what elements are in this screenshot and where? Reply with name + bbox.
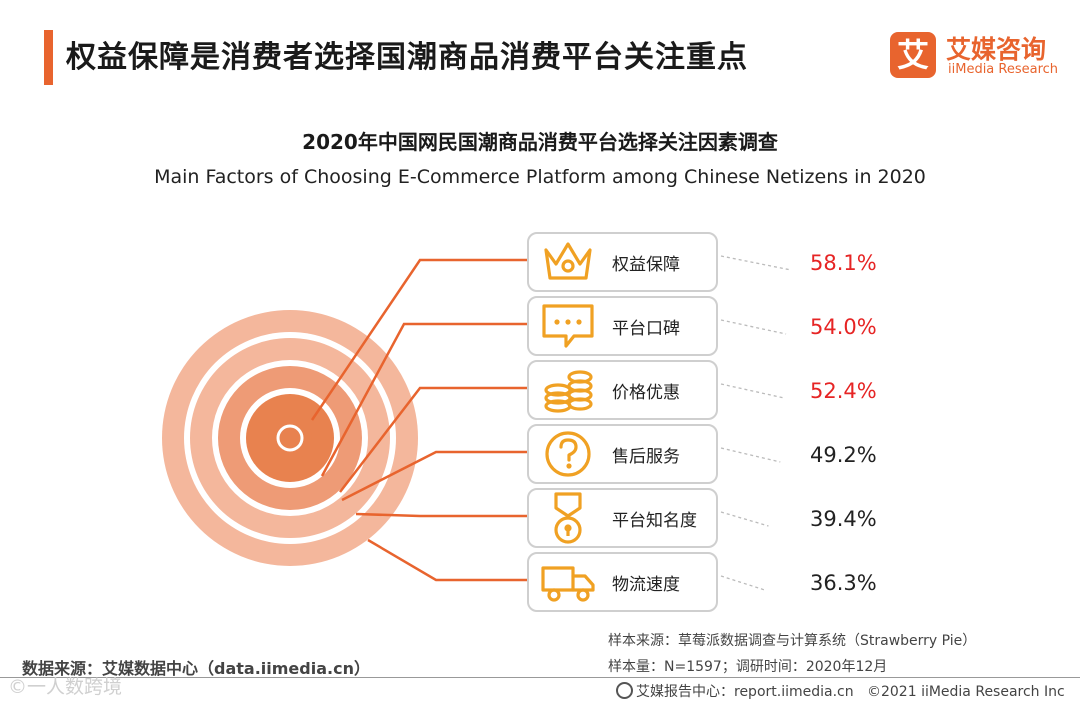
leader-line — [720, 575, 765, 591]
crown-icon — [544, 242, 592, 280]
value-label: 49.2% — [810, 443, 877, 467]
factor-label: 平台口碑 — [612, 319, 680, 339]
dot-2 — [576, 319, 582, 325]
factor-row-0: 权益保障 58.1% — [310, 232, 877, 421]
question-dot — [566, 463, 572, 469]
factor-box — [527, 424, 718, 484]
leader-line — [720, 255, 792, 271]
dot-0 — [554, 319, 560, 325]
medal-ribbon — [554, 492, 582, 518]
value-label: 36.3% — [810, 571, 877, 595]
medal-keyhole-stem — [566, 528, 570, 536]
factor-label: 权益保障 — [612, 255, 680, 275]
factor-row-2: 价格优惠 52.4% — [339, 360, 877, 493]
connector-line — [367, 538, 528, 582]
factor-box — [527, 552, 718, 612]
factor-row-3: 售后服务 49.2% — [341, 424, 877, 502]
sample-size: 样本量：N=1597；调研时间：2020年12月 — [608, 659, 888, 675]
globe-icon — [616, 682, 633, 699]
medal-disc — [554, 516, 582, 544]
connector-line — [355, 512, 528, 518]
connector-line — [310, 258, 528, 421]
factor-row-5: 物流速度 36.3% — [367, 538, 877, 612]
crown-gem — [561, 259, 575, 273]
leader-line — [720, 383, 785, 399]
value-label: 39.4% — [810, 507, 877, 531]
leader-line — [720, 511, 769, 527]
value-label: 54.0% — [810, 315, 877, 339]
coin-right-3 — [567, 370, 593, 384]
bullseye — [276, 424, 304, 452]
logo-mark: 艾 — [890, 32, 936, 78]
question-ring — [545, 431, 591, 477]
leader-line — [720, 447, 781, 463]
iimedia-logo: 艾 艾媒咨询 iiMedia Research — [886, 28, 1076, 84]
factor-label: 物流速度 — [612, 575, 680, 595]
report-site: 艾媒报告中心：report.iimedia.cn — [636, 684, 854, 700]
factor-row-4: 平台知名度 39.4% — [355, 488, 877, 548]
watermark: ©一人数跨境 — [8, 676, 123, 698]
crown-shape — [544, 242, 592, 280]
truck-wheel-front — [576, 588, 590, 602]
chart-title: 2020年中国网民国潮商品消费平台选择关注因素调查 — [302, 130, 778, 154]
page-title: 权益保障是消费者选择国潮商品消费平台关注重点 — [66, 40, 748, 75]
title-accent-bar — [44, 30, 53, 85]
logo-chinese-name: 艾媒咨询 — [946, 35, 1047, 64]
logo-english-name: iiMedia Research — [948, 62, 1059, 77]
value-label: 52.4% — [810, 379, 877, 403]
connector-line — [339, 386, 528, 493]
value-label: 58.1% — [810, 251, 877, 275]
question-mark — [559, 438, 578, 462]
dot-1 — [565, 319, 571, 325]
question-icon — [545, 431, 591, 477]
factor-label: 售后服务 — [612, 447, 680, 467]
target-rings — [162, 310, 418, 566]
coins-icon — [544, 370, 593, 413]
footer-divider — [0, 677, 1080, 678]
connector-line — [341, 450, 528, 502]
sample-source: 样本来源：草莓派数据调查与计算系统（Strawberry Pie） — [608, 633, 977, 649]
factor-row-1: 平台口碑 54.0% — [320, 296, 877, 477]
medal-icon — [554, 492, 582, 544]
leader-line — [720, 319, 787, 335]
chart-subtitle: Main Factors of Choosing E-Commerce Plat… — [154, 166, 926, 188]
copyright-text: ©2021 iiMedia Research Inc — [866, 684, 1065, 700]
factor-label: 平台知名度 — [612, 511, 697, 531]
factor-box — [527, 488, 718, 548]
ring-7 — [268, 416, 312, 460]
factor-box — [527, 296, 718, 356]
chat-bubble-icon — [542, 304, 594, 348]
data-source: 数据来源：艾媒数据中心（data.iimedia.cn） — [22, 659, 370, 678]
factor-box — [527, 360, 718, 420]
bubble-shape — [542, 304, 594, 348]
factor-label: 价格优惠 — [612, 383, 680, 403]
copyright-line: 艾媒报告中心：report.iimedia.cn ©2021 iiMedia R… — [616, 681, 1065, 701]
connector-line — [320, 322, 528, 477]
truck-wheel-rear — [547, 588, 561, 602]
truck-icon — [541, 566, 595, 602]
